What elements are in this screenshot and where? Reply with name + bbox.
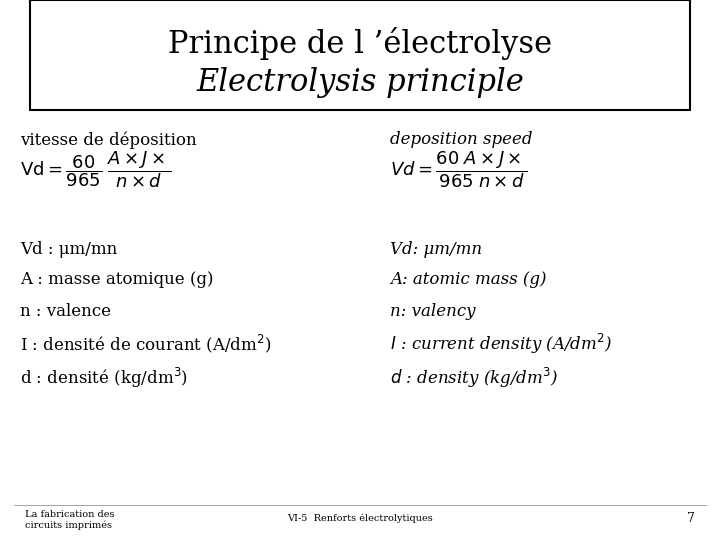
Text: $I$ : current density (A/dm$^2$): $I$ : current density (A/dm$^2$) — [390, 332, 612, 356]
Text: $\mathit{Vd}= \dfrac{60\;A\times J\times}{965\;n\times d}$: $\mathit{Vd}= \dfrac{60\;A\times J\times… — [390, 150, 528, 190]
Text: n : valence: n : valence — [20, 303, 111, 321]
Text: vitesse de déposition: vitesse de déposition — [20, 131, 197, 148]
Text: deposition speed: deposition speed — [390, 132, 533, 148]
Text: Vd : μm/mn: Vd : μm/mn — [20, 241, 117, 259]
Text: I : densité de courant (A/dm$^2$): I : densité de courant (A/dm$^2$) — [20, 333, 271, 355]
Text: Vd: μm/mn: Vd: μm/mn — [390, 241, 482, 259]
Text: Principe de l ’électrolyse: Principe de l ’électrolyse — [168, 26, 552, 59]
Text: $\mathrm{Vd} = \dfrac{60}{965}\;\dfrac{A \times J \times}{n \times d}$: $\mathrm{Vd} = \dfrac{60}{965}\;\dfrac{A… — [20, 150, 171, 190]
Text: A: atomic mass (g): A: atomic mass (g) — [390, 272, 546, 288]
Text: n: valency: n: valency — [390, 303, 475, 321]
Text: $d$ : density (kg/dm$^3$): $d$ : density (kg/dm$^3$) — [390, 366, 558, 390]
Text: A : masse atomique (g): A : masse atomique (g) — [20, 272, 214, 288]
Text: Electrolysis principle: Electrolysis principle — [196, 66, 524, 98]
FancyBboxPatch shape — [30, 0, 690, 110]
Text: d : densité (kg/dm$^3$): d : densité (kg/dm$^3$) — [20, 366, 188, 390]
Text: 7: 7 — [687, 511, 695, 524]
Text: La fabrication des
circuits imprimés: La fabrication des circuits imprimés — [25, 510, 114, 530]
Text: VI-5  Renforts électrolytiques: VI-5 Renforts électrolytiques — [287, 513, 433, 523]
